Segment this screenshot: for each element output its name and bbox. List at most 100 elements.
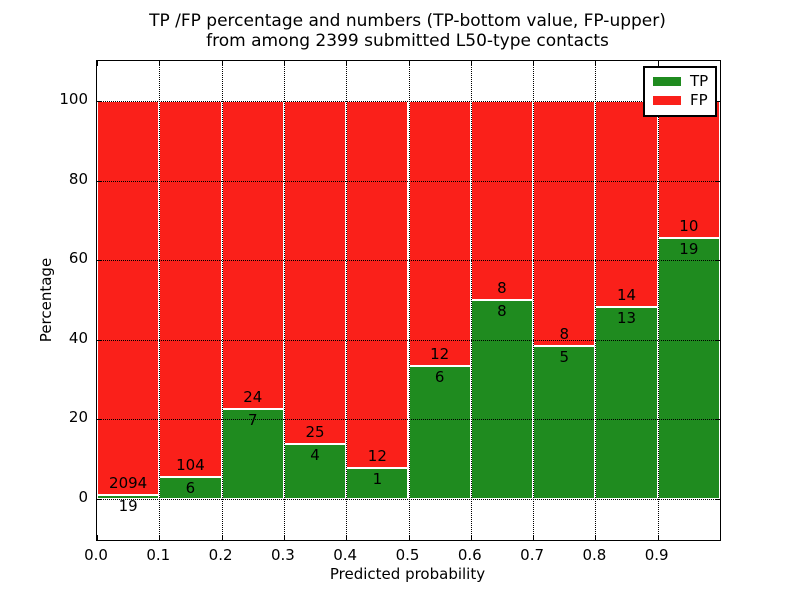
gridline-vertical xyxy=(346,61,348,540)
x-tick-mark xyxy=(657,535,659,540)
y-tick-mark xyxy=(715,339,720,341)
gridline-vertical xyxy=(533,61,535,540)
bar-label-tp: 5 xyxy=(559,348,570,366)
bar-label-fp: 2094 xyxy=(109,474,148,493)
bar-label-fp: 12 xyxy=(430,345,450,364)
x-tick-mark xyxy=(221,61,223,66)
plot-area: TP FP 2094 19 104 6 24 7 25 4 12 1 12 6 8 8 8 5 14 13 10 19 xyxy=(96,60,721,541)
bar-label-fp: 8 xyxy=(497,279,507,298)
bar-label-tp: 19 xyxy=(679,240,699,259)
bar-segment-tp xyxy=(97,495,160,499)
legend-label: TP xyxy=(690,72,709,90)
bar-label-tp: 6 xyxy=(185,479,196,498)
x-tick-mark xyxy=(97,61,98,66)
bar-label-fp: 24 xyxy=(243,388,263,407)
x-tick-label: 0.0 xyxy=(84,546,108,564)
bar-label-fp: 8 xyxy=(559,325,570,343)
bar-segment-fp xyxy=(470,101,534,301)
y-tick-mark xyxy=(97,419,102,421)
x-tick-mark xyxy=(470,61,472,66)
y-tick-mark xyxy=(715,180,720,182)
x-tick-mark xyxy=(595,535,597,540)
bar-segment-fp xyxy=(283,101,347,445)
legend-box: TP FP xyxy=(643,66,717,117)
y-tick-mark xyxy=(97,260,102,262)
y-tick-label: 0 xyxy=(78,488,88,507)
gridline-vertical xyxy=(595,61,597,540)
bar-segment-tp xyxy=(221,409,284,499)
x-tick-label: 0.2 xyxy=(208,546,233,564)
bar-segment-fp xyxy=(408,101,471,367)
x-tick-mark xyxy=(346,535,348,540)
x-tick-label: 0.1 xyxy=(146,546,171,564)
bar-label-fp: 25 xyxy=(305,423,325,442)
y-tick-label: 80 xyxy=(68,169,88,188)
x-tick-mark xyxy=(221,535,223,540)
gridline-vertical xyxy=(657,61,659,540)
y-tick-label: 100 xyxy=(59,90,88,109)
bar-label-tp: 8 xyxy=(497,302,507,321)
chart-title: TP /FP percentage and numbers (TP-bottom… xyxy=(96,11,719,51)
x-tick-mark xyxy=(159,535,161,540)
bar-segment-fp xyxy=(159,101,222,478)
bar-label-tp: 6 xyxy=(434,368,445,387)
x-tick-mark xyxy=(533,61,535,66)
y-tick-mark xyxy=(97,180,102,182)
bar-label-tp: 13 xyxy=(616,309,637,328)
y-tick-label: 20 xyxy=(68,408,88,427)
x-tick-label: 0.9 xyxy=(644,546,669,564)
legend-item: FP xyxy=(645,91,715,110)
x-tick-mark xyxy=(408,61,410,66)
bar-segment-tp xyxy=(657,238,720,499)
bar-segment-fp xyxy=(595,101,658,308)
bar-segment-fp xyxy=(221,101,284,410)
x-tick-mark xyxy=(657,61,659,66)
x-tick-mark xyxy=(595,61,597,66)
x-tick-label: 0.4 xyxy=(333,546,358,564)
bar-segment-fp xyxy=(97,101,160,496)
bar-label-fp: 12 xyxy=(367,447,387,466)
bar-segment-tp xyxy=(470,300,534,499)
gridline-vertical xyxy=(408,61,410,540)
gridline-vertical xyxy=(470,61,472,540)
x-tick-mark xyxy=(159,61,161,66)
x-tick-label: 0.7 xyxy=(520,546,545,564)
gridline-vertical xyxy=(221,61,223,540)
bar-segment-tp xyxy=(533,346,596,499)
legend-label: FP xyxy=(690,91,708,109)
x-tick-label: 0.8 xyxy=(582,546,607,564)
x-tick-mark xyxy=(470,535,472,540)
x-tick-mark xyxy=(283,535,285,540)
y-tick-mark xyxy=(97,339,102,341)
x-axis-label: Predicted probability xyxy=(329,565,486,583)
chart-title-line2: from among 2399 submitted L50-type conta… xyxy=(206,31,609,51)
y-tick-mark xyxy=(715,419,720,421)
bar-label-fp: 104 xyxy=(176,456,205,475)
x-tick-mark xyxy=(97,535,98,540)
x-tick-mark xyxy=(346,61,348,66)
legend-swatch-tp xyxy=(653,77,681,86)
bar-segment-fp xyxy=(533,101,596,346)
x-tick-mark xyxy=(283,61,285,66)
y-tick-mark xyxy=(715,499,720,501)
x-tick-label: 0.3 xyxy=(270,546,295,564)
y-axis-label: Percentage xyxy=(36,60,56,539)
y-tick-mark xyxy=(715,260,720,262)
x-tick-label: 0.5 xyxy=(395,546,420,564)
y-tick-mark xyxy=(715,101,720,103)
y-tick-label: 40 xyxy=(68,328,88,347)
gridline-vertical xyxy=(159,61,161,540)
chart-title-line1: TP /FP percentage and numbers (TP-bottom… xyxy=(149,11,666,31)
bar-segment-fp xyxy=(346,101,409,469)
bar-segment-tp xyxy=(283,444,347,499)
y-tick-mark xyxy=(97,499,102,501)
bar-label-tp: 7 xyxy=(247,411,258,430)
bar-label-tp: 19 xyxy=(118,497,138,516)
y-tick-mark xyxy=(97,101,102,103)
bar-label-tp: 4 xyxy=(310,446,320,465)
bar-label-fp: 10 xyxy=(679,217,699,236)
gridline-vertical xyxy=(283,61,285,540)
legend-swatch-fp xyxy=(653,96,681,105)
x-tick-mark xyxy=(533,535,535,540)
